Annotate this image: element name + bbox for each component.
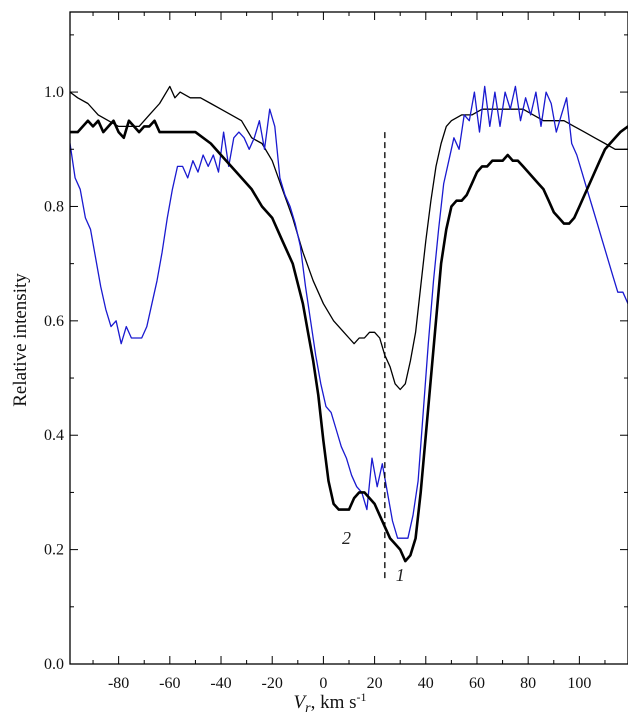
x-tick-label: -60: [159, 675, 180, 692]
series-line-3: [70, 85, 628, 539]
x-tick-label: 20: [367, 675, 383, 692]
x-tick-label: 80: [520, 675, 536, 692]
x-tick-label: 60: [469, 675, 485, 692]
y-tick-label: 0.2: [44, 542, 64, 559]
series-layer: [70, 85, 628, 563]
curve-number-label: 2: [342, 528, 351, 548]
x-tick-label: 40: [418, 675, 434, 692]
x-tick-label: -80: [108, 675, 129, 692]
y-axis-ticks: 0.0 0.2 0.4 0.6 0.8 1.0: [44, 34, 628, 673]
x-tick-label: 0: [319, 675, 327, 692]
curve-number-label: 1: [396, 565, 405, 585]
y-tick-label: 0.8: [44, 198, 64, 215]
y-tick-label: 0.6: [44, 313, 64, 330]
x-tick-label: 100: [567, 675, 591, 692]
x-tick-label: -20: [262, 675, 283, 692]
x-tick-label: -40: [210, 675, 231, 692]
y-tick-label: 0.0: [44, 656, 64, 673]
curve-label-layer: 12: [342, 528, 405, 585]
x-axis-ticks: -80 -60 -40 -20 0 20 40 60 80 100: [92, 12, 606, 692]
y-tick-label: 0.4: [44, 427, 64, 444]
series-line-2: [70, 85, 628, 391]
y-tick-label: 1.0: [44, 84, 64, 101]
series-line-1: [70, 119, 628, 563]
x-axis-title: Vr, km s-1: [294, 690, 367, 716]
y-axis-title: Relative intensity: [10, 273, 31, 407]
